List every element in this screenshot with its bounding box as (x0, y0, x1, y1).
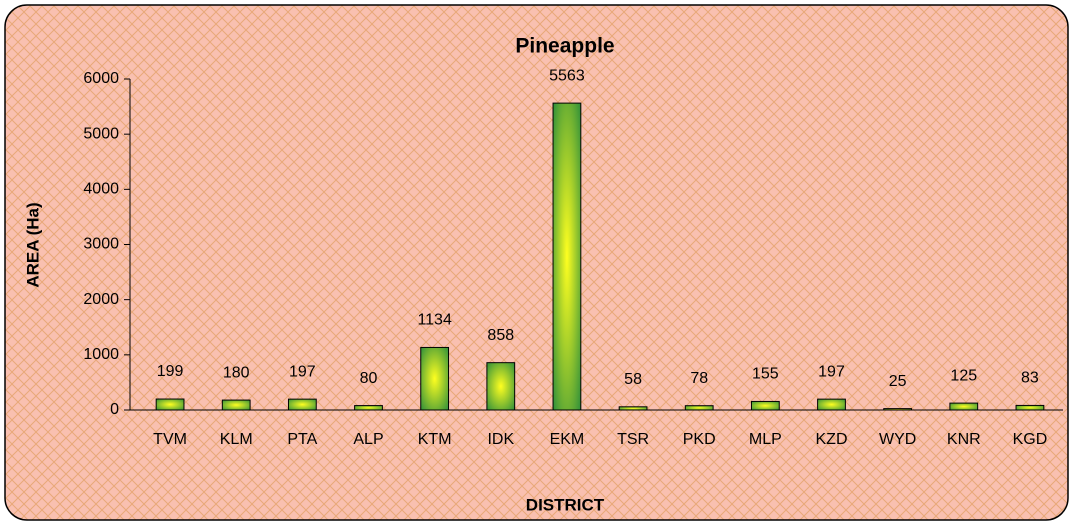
y-tick-label: 1000 (83, 346, 119, 363)
data-label: 1134 (417, 312, 452, 329)
y-tick-label: 6000 (83, 70, 119, 87)
x-tick-label: KTM (418, 431, 452, 448)
bar (420, 346, 450, 411)
bar (1015, 404, 1045, 411)
x-tick-label: EKM (550, 431, 585, 448)
y-tick-label: 0 (110, 401, 119, 418)
x-tick-label: MLP (749, 431, 782, 448)
bar (552, 102, 582, 411)
bar (883, 408, 913, 411)
y-tick-label: 2000 (83, 291, 119, 308)
chart-background (4, 4, 1069, 521)
x-axis-title: DISTRICT (526, 495, 605, 514)
bar (949, 402, 979, 411)
data-label: 78 (690, 370, 708, 387)
y-tick-label: 3000 (83, 236, 119, 253)
data-label: 58 (624, 371, 642, 388)
x-tick-label: KGD (1013, 431, 1048, 448)
data-label: 197 (289, 363, 316, 380)
x-tick-label: KNR (947, 431, 981, 448)
y-axis-title: AREA (Ha) (23, 202, 42, 287)
data-label: 199 (157, 363, 184, 380)
data-label: 858 (487, 327, 514, 344)
data-label: 25 (889, 373, 907, 390)
bar (354, 405, 383, 411)
data-label: 80 (360, 370, 378, 387)
x-tick-label: IDK (487, 431, 514, 448)
y-tick-label: 5000 (83, 125, 119, 142)
x-tick-label: ALP (353, 431, 383, 448)
x-tick-label: KLM (220, 431, 253, 448)
y-tick-label: 4000 (83, 181, 119, 198)
x-tick-label: TSR (617, 431, 649, 448)
bar (817, 398, 846, 411)
data-label: 5563 (549, 67, 585, 84)
x-tick-label: PKD (683, 431, 716, 448)
bar (684, 405, 714, 411)
x-tick-label: TVM (153, 431, 187, 448)
chart-title: Pineapple (515, 35, 614, 58)
x-tick-label: KZD (816, 431, 848, 448)
bar (221, 399, 251, 411)
data-label: 180 (223, 364, 250, 381)
bar (486, 362, 516, 411)
bar (287, 398, 317, 411)
bar (750, 400, 780, 411)
data-label: 197 (818, 363, 845, 380)
data-label: 155 (752, 366, 779, 383)
data-label: 83 (1021, 370, 1039, 387)
bar (155, 398, 185, 411)
x-tick-label: PTA (287, 431, 317, 448)
data-label: 125 (950, 367, 977, 384)
bar (618, 406, 648, 411)
x-tick-label: WYD (879, 431, 916, 448)
